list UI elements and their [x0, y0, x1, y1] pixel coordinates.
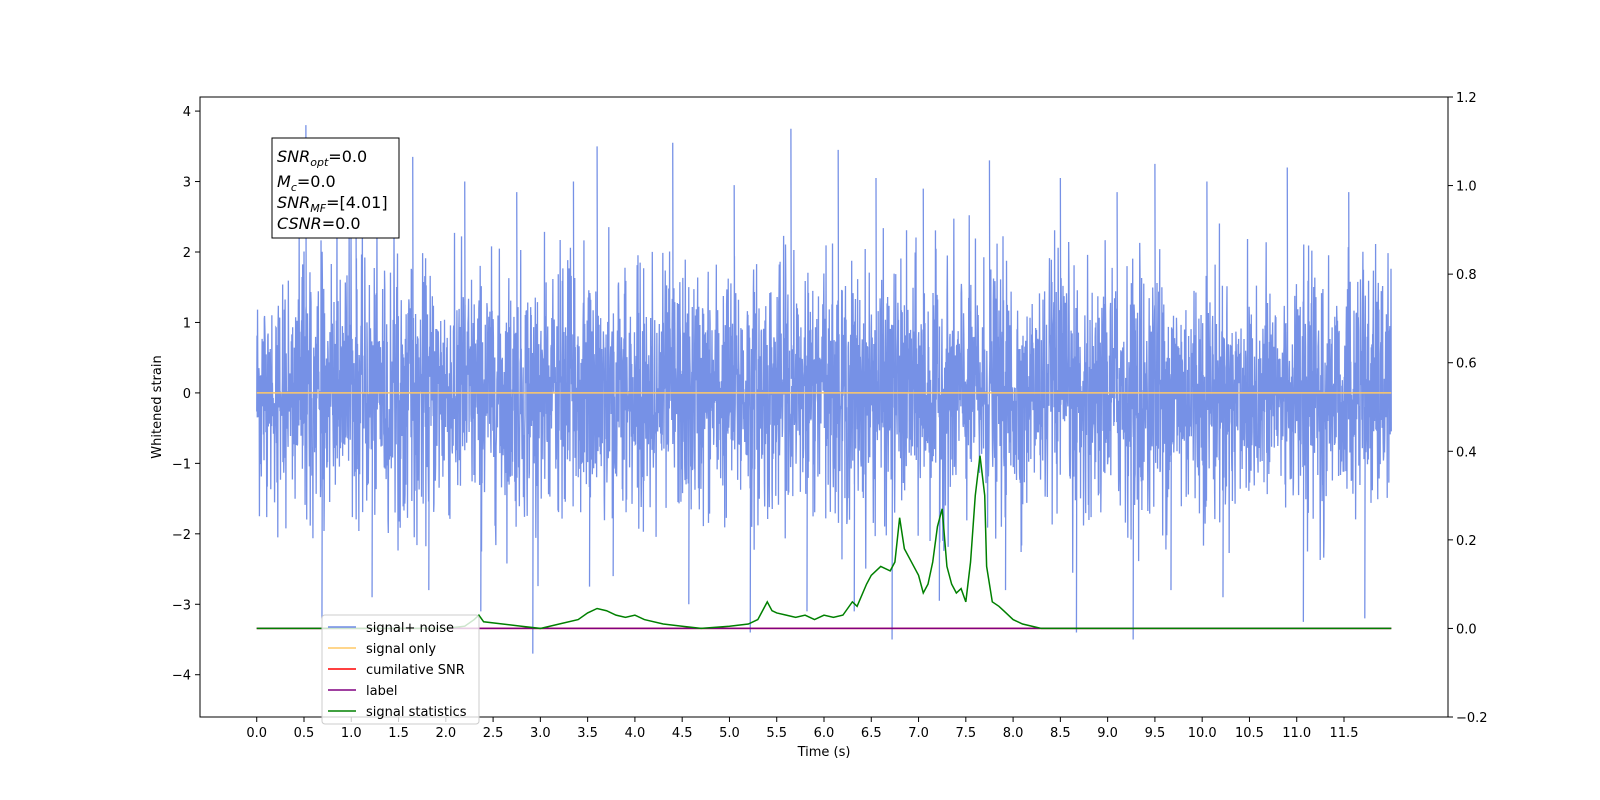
- x-tick-label: 7.0: [908, 726, 929, 741]
- y2-tick-label: 1.2: [1456, 91, 1477, 106]
- info-symbol: SNR: [277, 147, 310, 166]
- x-tick-label: 11.5: [1330, 726, 1359, 741]
- x-tick-label: 9.5: [1145, 726, 1166, 741]
- x-tick-label: 8.0: [1003, 726, 1024, 741]
- legend-label: cumilative SNR: [366, 663, 465, 678]
- x-tick-label: 6.5: [861, 726, 882, 741]
- info-subscript: opt: [310, 156, 329, 169]
- x-tick-label: 10.5: [1235, 726, 1264, 741]
- series-signal-noise-line: [256, 125, 1392, 654]
- x-tick-label: 0.5: [294, 726, 315, 741]
- y-tick-label: −1: [172, 457, 191, 472]
- y-tick-label: −3: [172, 598, 191, 613]
- y-tick-label: −4: [172, 669, 191, 684]
- y2-tick-label: 0.0: [1456, 622, 1477, 637]
- y2-tick-label: 0.8: [1456, 268, 1477, 283]
- info-subscript: MF: [310, 202, 326, 215]
- y-axis-title: Whitened strain: [150, 355, 165, 458]
- info-line: SNRopt=0.0: [277, 147, 367, 169]
- legend-label: label: [366, 684, 397, 699]
- x-tick-label: 2.5: [483, 726, 504, 741]
- x-tick-label: 5.5: [766, 726, 787, 741]
- x-tick-label: 1.5: [388, 726, 409, 741]
- x-tick-label: 7.5: [955, 726, 976, 741]
- y2-tick-label: −0.2: [1456, 711, 1488, 726]
- x-tick-label: 0.0: [246, 726, 267, 741]
- info-box-frame: [271, 137, 400, 239]
- info-value: =0.0: [297, 172, 336, 191]
- x-tick-label: 5.0: [719, 726, 740, 741]
- x-tick-label: 1.0: [341, 726, 362, 741]
- x-tick-label: 2.0: [435, 726, 456, 741]
- y-tick-label: −2: [172, 528, 191, 543]
- info-value: =[4.01]: [326, 193, 388, 212]
- y-tick-label: 2: [183, 246, 191, 261]
- y-tick-label: 1: [183, 316, 191, 331]
- info-line: CSNR=0.0: [277, 214, 361, 233]
- y-tick-label: 3: [183, 176, 191, 191]
- x-tick-label: 8.5: [1050, 726, 1071, 741]
- x-tick-label: 11.0: [1282, 726, 1311, 741]
- x-tick-label: 3.5: [577, 726, 598, 741]
- x-tick-label: 4.5: [672, 726, 693, 741]
- y-tick-label: 0: [183, 387, 191, 402]
- series-signal-statistics-line: [256, 455, 1392, 630]
- axes: 0.0 0.5 1.0 1.5 2.0 2.5 3.0 3.5 4.0 4.5 5.0 5.5 6.0 6…: [150, 91, 1488, 760]
- y2-tick-label: 0.2: [1456, 534, 1477, 549]
- y2-tick-label: 1.0: [1456, 180, 1477, 195]
- x-tick-label: 6.0: [814, 726, 835, 741]
- info-symbol: M: [277, 172, 291, 191]
- info-value: =0.0: [322, 214, 361, 233]
- info-symbol: SNR: [277, 193, 310, 212]
- info-symbol: CSNR: [277, 214, 322, 233]
- x-axis-title: Time (s): [797, 745, 851, 760]
- x-tick-label: 10.0: [1188, 726, 1217, 741]
- info-subscript: c: [291, 181, 297, 194]
- x-tick-label: 4.0: [625, 726, 646, 741]
- x-tick-label: 3.0: [530, 726, 551, 741]
- legend-label: signal only: [366, 642, 436, 657]
- x-tick-label: 9.0: [1097, 726, 1118, 741]
- legend-label: signal+ noise: [366, 621, 454, 636]
- info-line: SNRMF=[4.01]: [277, 193, 388, 215]
- y2-tick-label: 0.4: [1456, 445, 1477, 460]
- info-line: Mc=0.0: [277, 172, 336, 194]
- legend-label: signal statistics: [366, 705, 467, 720]
- info-value: =0.0: [328, 147, 367, 166]
- legend-frame: [321, 614, 480, 725]
- y2-tick-label: 0.6: [1456, 357, 1477, 372]
- plot-area: [256, 125, 1392, 654]
- y-tick-label: 4: [183, 105, 191, 120]
- legend: signal+ noise signal only cumilative SNR la…: [321, 614, 480, 725]
